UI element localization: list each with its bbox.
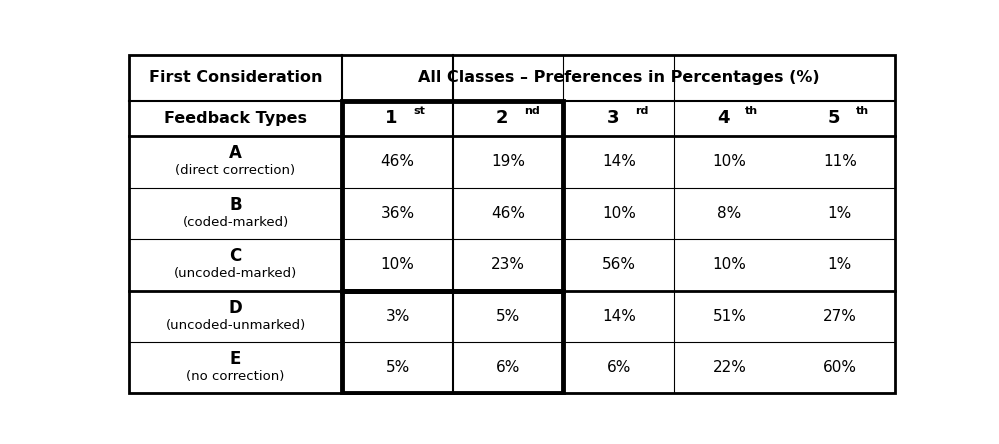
Text: 6%: 6% [496, 360, 520, 375]
Text: th: th [745, 106, 758, 116]
Text: (uncoded-marked): (uncoded-marked) [174, 267, 297, 280]
Text: 46%: 46% [381, 155, 415, 170]
Text: 6%: 6% [606, 360, 631, 375]
Text: 3: 3 [606, 110, 618, 127]
Text: 1%: 1% [828, 258, 852, 272]
Text: 5%: 5% [497, 309, 520, 324]
Text: 56%: 56% [601, 258, 635, 272]
Text: 19%: 19% [492, 155, 525, 170]
Text: 10%: 10% [712, 155, 746, 170]
Text: 27%: 27% [823, 309, 857, 324]
Text: st: st [414, 106, 426, 116]
Text: 22%: 22% [712, 360, 746, 375]
Text: 3%: 3% [386, 309, 410, 324]
Text: Feedback Types: Feedback Types [164, 111, 307, 126]
Text: th: th [856, 106, 869, 116]
Text: 14%: 14% [601, 155, 635, 170]
Bar [343, 101, 563, 290]
Text: (uncoded-unmarked): (uncoded-unmarked) [166, 318, 306, 332]
Text: 60%: 60% [823, 360, 857, 375]
Text: C: C [230, 247, 242, 265]
Text: 46%: 46% [492, 206, 525, 221]
Text: 10%: 10% [601, 206, 635, 221]
Text: D: D [229, 298, 243, 317]
Text: 2: 2 [496, 110, 508, 127]
Text: All Classes – Preferences in Percentages (%): All Classes – Preferences in Percentages… [418, 70, 819, 85]
Text: 11%: 11% [823, 155, 857, 170]
Text: (coded-marked): (coded-marked) [183, 216, 289, 229]
Text: E: E [230, 350, 241, 368]
Text: 5%: 5% [386, 360, 410, 375]
Text: (direct correction): (direct correction) [176, 164, 296, 177]
Text: 10%: 10% [712, 258, 746, 272]
Text: 8%: 8% [717, 206, 741, 221]
Text: (no correction): (no correction) [187, 370, 285, 383]
Text: 14%: 14% [601, 309, 635, 324]
Bar [343, 290, 563, 393]
Text: 4: 4 [717, 110, 729, 127]
Text: 10%: 10% [381, 258, 415, 272]
Text: 51%: 51% [712, 309, 746, 324]
Text: 1%: 1% [828, 206, 852, 221]
Text: rd: rd [634, 106, 648, 116]
Text: 1: 1 [386, 110, 398, 127]
Text: 36%: 36% [381, 206, 415, 221]
Text: B: B [229, 196, 242, 214]
Text: A: A [229, 144, 242, 162]
Text: 5: 5 [827, 110, 840, 127]
Text: nd: nd [524, 106, 539, 116]
Text: 23%: 23% [492, 258, 525, 272]
Text: First Consideration: First Consideration [149, 70, 323, 85]
